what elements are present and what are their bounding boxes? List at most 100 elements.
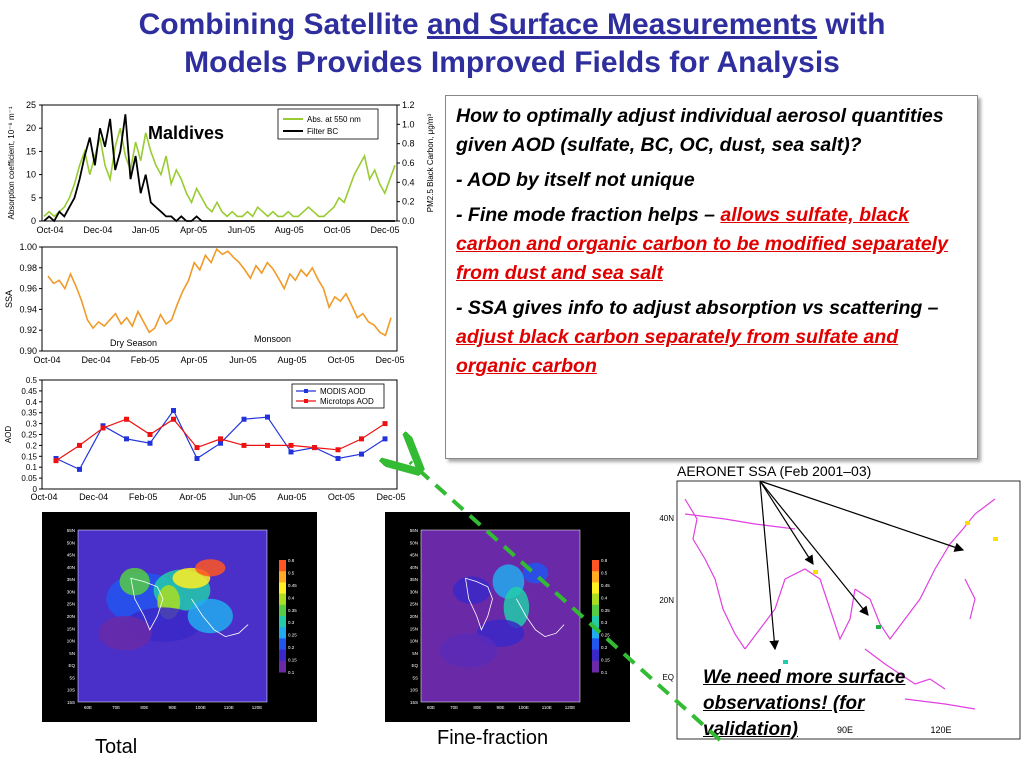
colorbar-segment xyxy=(592,604,599,617)
colorbar-tick: 0.15 xyxy=(601,658,610,663)
legend-box xyxy=(277,108,379,140)
plot-frame xyxy=(41,246,398,352)
x-tick-label: Oct-04 xyxy=(36,225,63,235)
aeronet-coastline xyxy=(864,648,946,690)
y-tick-label: 0.94 xyxy=(19,304,37,314)
data-point-microtops xyxy=(194,445,200,451)
slide-title: Combining Satellite and Surface Measurem… xyxy=(0,6,1024,82)
y2-tick-label: 0.0 xyxy=(402,216,415,226)
total-aod-map: 55N 50N 45N 40N 35N 30N 25N 20N 15N 10N 5N EQ 5S 10S 1… xyxy=(42,512,317,722)
lat-label: 10S xyxy=(67,688,75,693)
absorption-chart: 0 5 10 15 20 25 0.0 0.2 0.4 0.6 0.8 1.0 1.2 Oct-04 Dec… xyxy=(7,100,435,235)
aeronet-lon-label: 90E xyxy=(837,725,853,735)
lat-label: 20N xyxy=(67,614,75,619)
lon-label: 90E xyxy=(496,705,504,710)
coastline-india xyxy=(130,577,164,631)
aeronet-site-marker xyxy=(876,625,881,629)
data-point-modis xyxy=(382,436,388,442)
lon-label: 60E xyxy=(84,705,92,710)
y-tick-label: 0.2 xyxy=(26,441,38,450)
y-axis-label: AOD xyxy=(4,426,13,444)
x-tick-label: Apr-05 xyxy=(180,355,207,365)
data-point-modis xyxy=(77,466,82,472)
bullet-ssa: - SSA gives info to adjust absorption vs… xyxy=(456,294,969,381)
aod-field-blob xyxy=(119,567,150,596)
y2-axis-label: PM2.5 Black Carbon, μg/m³ xyxy=(426,113,435,212)
data-point-microtops xyxy=(335,447,341,453)
lat-label: 35N xyxy=(67,577,75,582)
colorbar-segment xyxy=(592,616,599,628)
colorbar-tick: 0.3 xyxy=(601,620,608,625)
aod-field-blob xyxy=(98,616,152,651)
colorbar-segment xyxy=(279,593,286,606)
y2-tick-label: 0.2 xyxy=(402,197,415,207)
lat-label: 55N xyxy=(410,528,418,533)
y-tick-label: 10 xyxy=(26,170,36,180)
y-tick-label: 0.35 xyxy=(21,409,37,418)
data-point-modis xyxy=(218,440,223,446)
title-part-1: Combining Satellite xyxy=(138,8,427,41)
colorbar-segment xyxy=(279,616,286,628)
lon-label: 100E xyxy=(195,705,206,710)
lon-label: 70E xyxy=(112,705,120,710)
data-point-microtops xyxy=(241,442,247,448)
bullet-fine-mode: - Fine mode fraction helps – allows sulf… xyxy=(456,201,969,288)
annotation-dry-season: Dry Season xyxy=(110,338,157,348)
x-tick-label: Feb-05 xyxy=(131,355,160,365)
aod-field-blob xyxy=(440,633,498,668)
data-point-microtops xyxy=(382,421,388,427)
aeronet-lat-label: EQ xyxy=(662,673,674,682)
aeronet-site-marker xyxy=(993,537,998,541)
series-line-abs-550 xyxy=(43,127,396,218)
colorbar-tick: 0.45 xyxy=(288,583,297,588)
legend-label: Abs. at 550 nm xyxy=(307,115,361,124)
aod-field-blob xyxy=(452,576,491,604)
colorbar-tick: 0.5 xyxy=(288,570,295,575)
series-line-filter-bc xyxy=(43,114,395,223)
lat-label: 15N xyxy=(67,626,75,631)
data-point-microtops xyxy=(124,416,129,422)
colorbar-tick: 0.2 xyxy=(288,645,295,650)
aeronet-pointer-arrow xyxy=(759,480,780,651)
y-tick-label: 0.4 xyxy=(26,398,38,407)
x-tick-label: Dec-05 xyxy=(370,225,399,235)
lat-label: 25N xyxy=(410,602,418,607)
x-tick-label: Oct-05 xyxy=(324,225,351,235)
title-part-2: and Surface Measurements xyxy=(426,8,818,41)
lon-label: 80E xyxy=(473,705,481,710)
colorbar-tick: 0.25 xyxy=(601,633,610,638)
annotation-monsoon: Monsoon xyxy=(254,334,291,344)
aeronet-site-marker xyxy=(783,660,788,664)
lat-label: 15S xyxy=(410,700,418,705)
y-tick-label: 0.05 xyxy=(21,474,37,483)
lon-label: 90E xyxy=(168,705,176,710)
map-frame xyxy=(77,529,268,703)
legend-label: MODIS AOD xyxy=(320,387,366,396)
colorbar-segment xyxy=(592,638,599,651)
colorbar-tick: 0.5 xyxy=(601,570,608,575)
lat-label: 5N xyxy=(412,651,418,656)
validation-callout: We need more surface observations! (for … xyxy=(703,667,906,740)
colorbar-tick: 0.2 xyxy=(601,645,608,650)
data-point-microtops xyxy=(77,442,82,448)
x-tick-label: Oct-04 xyxy=(30,492,57,500)
aod-chart: 0 0.05 0.1 0.15 0.20.25 0.3 0.35 0.4 0.45 0.5 Oct-… xyxy=(4,376,406,500)
lat-label: 40N xyxy=(67,565,75,570)
x-tick-label: Aug-05 xyxy=(277,492,306,500)
aeronet-frame xyxy=(676,480,1021,740)
y-tick-label: 0.5 xyxy=(26,376,38,385)
x-tick-label: Oct-04 xyxy=(33,355,60,365)
x-tick-label: Feb-05 xyxy=(129,492,158,500)
colorbar-segment xyxy=(279,638,286,651)
legend-marker xyxy=(304,389,308,393)
lon-label: 110E xyxy=(542,705,552,710)
aeronet-site-marker xyxy=(965,521,970,525)
aeronet-title: AERONET SSA (Feb 2001–03) xyxy=(677,463,871,479)
bullet-aod: - AOD by itself not unique xyxy=(456,169,695,191)
lat-label: 50N xyxy=(67,540,75,545)
y-tick-label: 0.90 xyxy=(19,346,37,356)
x-tick-label: Apr-05 xyxy=(180,225,207,235)
lat-label: 35N xyxy=(410,577,418,582)
legend-label: Filter BC xyxy=(307,127,338,136)
y-tick-label: 0.3 xyxy=(26,420,38,429)
